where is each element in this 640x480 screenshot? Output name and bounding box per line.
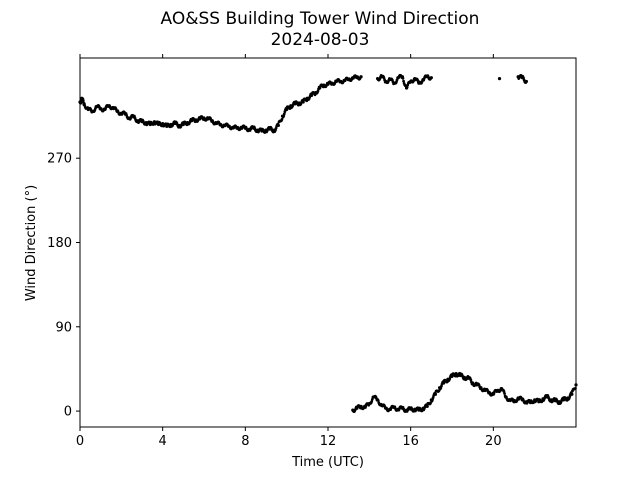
data-point (425, 404, 429, 408)
data-point (570, 392, 574, 396)
data-point (442, 381, 446, 385)
x-tick-label: 12 (320, 434, 337, 449)
data-point (497, 77, 502, 81)
data-point (433, 392, 438, 396)
data-point (276, 123, 280, 128)
y-tick-label: 90 (55, 320, 72, 335)
data-point (402, 79, 405, 83)
y-axis-label: Wind Direction (°) (24, 185, 39, 301)
data-point (359, 75, 363, 79)
data-point (401, 76, 405, 80)
data-point (370, 398, 374, 401)
data-point (282, 112, 286, 116)
x-tick-label: 8 (241, 434, 249, 449)
data-point (285, 107, 289, 112)
data-point (429, 76, 433, 80)
data-point (280, 118, 284, 121)
y-tick-label: 0 (64, 405, 72, 420)
y-axis-ticks: 0 90 180 270 (47, 152, 80, 420)
x-axis-label: Time (UTC) (291, 455, 364, 470)
data-point (431, 396, 435, 399)
x-tick-label: 20 (485, 434, 502, 449)
chart-title: AO&SS Building Tower Wind Direction (161, 9, 480, 29)
x-tick-label: 0 (76, 434, 84, 449)
y-tick-label: 180 (47, 236, 72, 251)
data-points (78, 73, 578, 414)
x-axis-ticks: 0 4 8 12 16 20 (76, 54, 502, 449)
data-point (405, 85, 409, 89)
y-tick-label: 270 (47, 152, 72, 167)
x-tick-label: 4 (159, 434, 167, 449)
axes-frame (79, 57, 577, 428)
chart-subtitle: 2024-08-03 (271, 30, 370, 50)
data-point (503, 392, 506, 395)
data-point (524, 79, 529, 84)
data-point (450, 374, 454, 379)
x-tick-label: 16 (402, 434, 419, 449)
data-point (301, 100, 305, 104)
